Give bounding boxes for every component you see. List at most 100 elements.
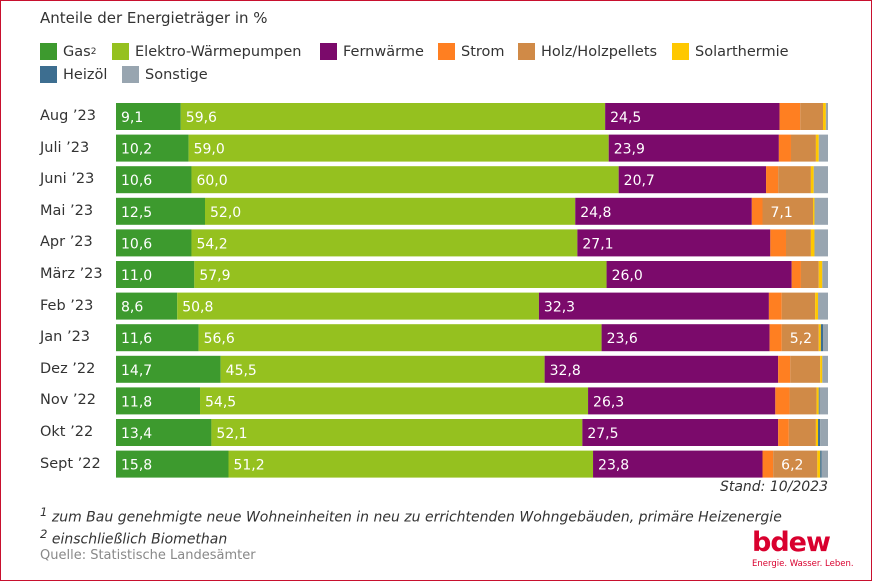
legend-item: Solarthermie — [672, 43, 789, 60]
data-label: 15,8 — [121, 458, 152, 474]
category-label: Feb ’23 — [40, 297, 94, 314]
footnote-2: 2 einschließlich Biomethan — [40, 527, 227, 548]
data-label: 27,1 — [582, 236, 613, 252]
legend-item: Gas 2 — [40, 43, 96, 60]
bar-segment-sonstige — [823, 324, 828, 352]
legend-swatch — [518, 43, 535, 60]
bar-segment-elektro-w-rmepumpen — [228, 450, 594, 478]
data-label: 23,8 — [598, 458, 629, 474]
bar-segment-heiz-l — [820, 324, 824, 352]
bar-segment-solarthermie — [810, 166, 814, 194]
bar-segment-heiz-l — [818, 387, 820, 415]
bar-segment-gas — [116, 261, 195, 288]
bar-segment-solarthermie — [818, 324, 821, 352]
bar-segment-gas — [116, 166, 192, 194]
footnote-1: 1 zum Bau genehmigte neue Wohneinheiten … — [40, 505, 782, 526]
bar-segment-holz-holzpellets — [785, 229, 811, 257]
data-label: 10,6 — [121, 236, 152, 252]
bar-segment-holz-holzpellets — [800, 261, 819, 288]
bar-segment-sonstige — [819, 387, 828, 415]
data-label: 27,5 — [587, 426, 618, 442]
bdew-logo: bdew — [752, 527, 831, 558]
data-label: 11,0 — [121, 268, 152, 284]
bar-segment-gas — [116, 292, 178, 320]
data-label: 52,0 — [210, 205, 241, 221]
legend-label: Heizöl — [63, 66, 108, 83]
footnote-mark: 1 — [40, 505, 48, 519]
data-label: 59,0 — [194, 142, 225, 158]
legend-item: Holz/Holzpellets — [518, 43, 657, 60]
bar-segment-solarthermie — [810, 229, 815, 257]
footnote-text: einschließlich Biomethan — [47, 531, 228, 548]
bar-segment-fernw-rme — [575, 197, 752, 225]
bar-segment-fernw-rme — [544, 355, 779, 383]
bar-segment-elektro-w-rmepumpen — [200, 387, 589, 415]
bar-segment-gas — [116, 450, 229, 478]
bar-segment-gas — [116, 134, 189, 162]
bar-segment-solarthermie — [813, 197, 815, 225]
bar-segment-gas — [116, 197, 205, 225]
bar-segment-strom — [766, 166, 779, 194]
category-label: Mai ’23 — [40, 202, 94, 219]
bar-segment-fernw-rme — [605, 103, 780, 130]
footnote-text: zum Bau genehmigte neue Wohneinheiten in… — [47, 509, 782, 526]
bar-segment-gas — [116, 355, 221, 383]
data-label: 7,1 — [770, 205, 792, 221]
data-label: 32,8 — [550, 363, 581, 379]
legend-swatch — [438, 43, 455, 60]
bar-segment-sonstige — [821, 450, 828, 478]
data-label: 51,2 — [233, 458, 264, 474]
data-label: 45,5 — [226, 363, 257, 379]
bar-segment-strom — [779, 103, 801, 130]
legend-label: Gas — [63, 43, 91, 60]
bar-segment-strom — [791, 261, 801, 288]
bar-segment-elektro-w-rmepumpen — [177, 292, 539, 320]
data-label: 8,6 — [121, 300, 143, 316]
bar-segment-holz-holzpellets — [788, 419, 816, 446]
bar-segment-sonstige — [822, 261, 828, 288]
bar-segment-strom — [778, 355, 791, 383]
category-label: Sept ’22 — [40, 455, 101, 472]
data-label: 26,0 — [612, 268, 643, 284]
category-label: Nov ’22 — [40, 392, 96, 409]
legend-label: Sonstige — [145, 66, 208, 83]
legend-sup: 2 — [90, 46, 97, 57]
legend-item: Elektro-Wärmepumpen — [112, 43, 302, 60]
bar-segment-heiz-l — [818, 419, 821, 446]
bar-segment-solarthermie — [815, 419, 819, 446]
bar-segment-holz-holzpellets — [790, 134, 816, 162]
category-label: Aug ’23 — [40, 108, 96, 124]
bar-segment-gas — [116, 103, 181, 130]
bar-segment-elektro-w-rmepumpen — [220, 355, 545, 383]
bar-segment-elektro-w-rmepumpen — [180, 103, 606, 130]
category-label: Jan ’23 — [40, 329, 91, 346]
footnote-mark: 2 — [40, 527, 48, 541]
data-label: 13,4 — [121, 426, 152, 442]
bar-segment-holz-holzpellets — [790, 355, 821, 383]
bar-segment-fernw-rme — [601, 324, 770, 352]
bar-segment-sonstige — [818, 292, 828, 320]
bar-segment-fernw-rme — [582, 419, 779, 446]
bar-segment-elektro-w-rmepumpen — [188, 134, 609, 162]
bar-segment-solarthermie — [816, 387, 819, 415]
data-label: 52,1 — [216, 426, 247, 442]
bar-segment-elektro-w-rmepumpen — [211, 419, 583, 446]
legend-swatch — [40, 66, 57, 83]
data-label: 24,8 — [580, 205, 611, 221]
data-label: 10,2 — [121, 142, 152, 158]
data-label: 59,6 — [186, 110, 217, 126]
bar-segment-sonstige — [814, 229, 828, 257]
bar-segment-solarthermie — [818, 261, 823, 288]
bar-segment-fernw-rme — [606, 261, 792, 288]
data-label: 20,7 — [624, 173, 655, 189]
legend-swatch — [40, 43, 57, 60]
bar-segment-sonstige — [820, 419, 828, 446]
bar-segment-holz-holzpellets — [762, 197, 814, 225]
data-label: 32,3 — [544, 300, 575, 316]
bar-segment-holz-holzpellets — [800, 103, 824, 130]
bar-segment-solarthermie — [815, 134, 819, 162]
legend-label: Fernwärme — [343, 43, 424, 60]
bar-segment-strom — [769, 324, 782, 352]
data-label: 54,2 — [196, 236, 227, 252]
